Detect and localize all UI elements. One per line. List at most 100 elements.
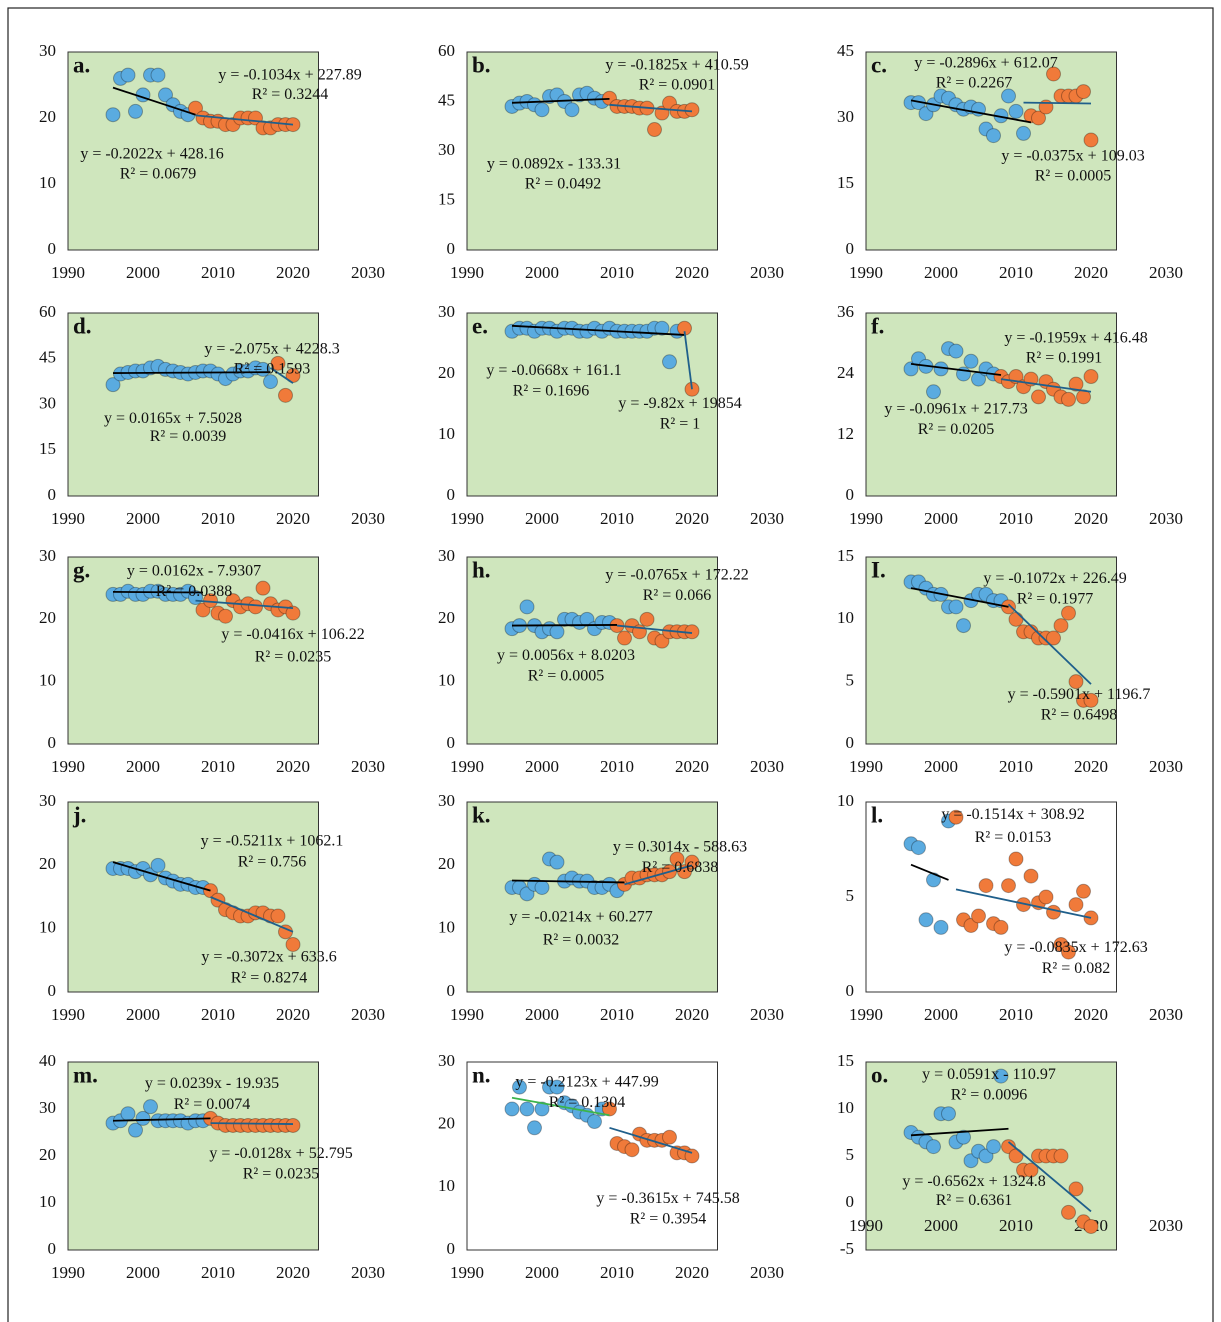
y-tick-label: 30 <box>438 140 455 159</box>
data-point <box>549 1079 565 1095</box>
trend-line <box>210 896 294 933</box>
y-tick-label: 30 <box>837 107 854 126</box>
y-tick-label: 10 <box>438 671 455 690</box>
data-point <box>143 1099 158 1115</box>
equation: y = -0.0835x + 172.63 <box>1004 939 1147 956</box>
data-point <box>1008 103 1024 119</box>
data-point <box>105 377 121 393</box>
data-point <box>1046 66 1061 82</box>
panel-label: h. <box>472 557 491 582</box>
equation: y = 0.0239x - 19.935 <box>145 1075 279 1092</box>
data-point <box>527 1120 542 1136</box>
data-point <box>948 599 964 615</box>
data-point <box>926 1139 941 1155</box>
x-tick-label: 2020 <box>276 1005 310 1024</box>
data-point <box>285 605 301 621</box>
x-tick-label: 1990 <box>849 1216 883 1235</box>
data-point <box>278 387 293 403</box>
x-tick-label: 2010 <box>600 1005 634 1024</box>
equation: R² = 0.0032 <box>543 931 620 948</box>
data-point <box>549 854 565 870</box>
data-point <box>218 608 233 624</box>
data-point <box>120 1106 136 1122</box>
y-tick-label: 10 <box>39 1192 56 1211</box>
data-point <box>684 102 700 118</box>
data-point <box>1001 1139 1016 1155</box>
y-tick-label: 30 <box>438 1051 455 1070</box>
data-point <box>158 87 173 103</box>
equation: R² = 0.2267 <box>936 74 1013 91</box>
y-tick-label: 0 <box>846 1192 855 1211</box>
y-tick-label: 10 <box>39 918 56 937</box>
trend-line <box>511 97 610 104</box>
data-point <box>285 1117 301 1133</box>
equation: R² = 0.3244 <box>252 86 329 103</box>
x-tick-label: 2030 <box>1149 1005 1183 1024</box>
data-point <box>263 374 278 390</box>
trend-line <box>1007 603 1092 685</box>
y-tick-label: 20 <box>39 1145 56 1164</box>
y-tick-label: 10 <box>438 1176 455 1195</box>
x-tick-label: 2010 <box>201 1005 235 1024</box>
equation: y = -0.0375x + 109.03 <box>1001 148 1144 165</box>
trend-line <box>910 587 1009 608</box>
y-tick-label: 0 <box>48 981 57 1000</box>
data-point <box>963 918 979 933</box>
y-tick-label: 30 <box>39 393 56 412</box>
equation: y = -0.0416x + 106.22 <box>221 626 364 643</box>
data-point <box>135 1110 151 1126</box>
y-tick-label: 10 <box>438 424 455 443</box>
data-point <box>1016 125 1031 141</box>
x-tick-label: 2020 <box>276 757 310 776</box>
data-point <box>1053 618 1069 634</box>
equation: R² = 0.1304 <box>549 1094 626 1111</box>
equation: y = -0.5211x + 1062.1 <box>201 833 344 850</box>
x-tick-label: 1990 <box>849 1005 883 1024</box>
x-tick-label: 2020 <box>1074 757 1108 776</box>
equation: y = -0.1514x + 308.92 <box>941 806 1084 823</box>
y-tick-label: 0 <box>846 485 855 504</box>
data-point <box>1076 84 1091 100</box>
y-tick-label: 30 <box>438 302 455 321</box>
x-tick-label: 2020 <box>276 509 310 528</box>
panel-label: c. <box>871 52 887 77</box>
data-point <box>128 1122 143 1138</box>
trend-line <box>511 624 618 627</box>
data-point <box>1061 1204 1076 1220</box>
equation: y = -0.1072x + 226.49 <box>983 570 1126 587</box>
trend-line <box>910 863 949 881</box>
x-tick-label: 1990 <box>849 263 883 282</box>
equation: y = -0.0214x + 60.277 <box>509 909 652 926</box>
trend-line <box>910 362 1002 376</box>
data-point <box>1061 944 1076 960</box>
y-tick-label: 20 <box>39 854 56 873</box>
x-tick-label: 2020 <box>1074 509 1108 528</box>
data-point <box>1023 1162 1039 1178</box>
x-tick-label: 2020 <box>1074 263 1108 282</box>
data-point <box>1076 883 1091 899</box>
x-tick-label: 2030 <box>351 263 385 282</box>
equation: R² = 0.1991 <box>1026 349 1103 366</box>
y-tick-label: 45 <box>39 348 56 367</box>
x-tick-label: 2020 <box>675 509 709 528</box>
trend-line <box>609 1126 693 1154</box>
y-tick-label: 24 <box>837 363 855 382</box>
y-tick-label: 10 <box>837 791 854 810</box>
y-tick-label: 0 <box>846 733 855 752</box>
y-tick-label: 0 <box>48 485 57 504</box>
data-point <box>1001 878 1016 894</box>
x-tick-label: 2030 <box>351 757 385 776</box>
x-tick-label: 1990 <box>51 1263 85 1282</box>
data-point <box>285 937 301 952</box>
y-tick-label: 60 <box>438 41 455 60</box>
equation: R² = 0.0096 <box>951 1087 1028 1104</box>
y-tick-label: 30 <box>438 791 455 810</box>
y-tick-label: 15 <box>438 189 455 208</box>
data-point <box>195 602 211 618</box>
data-point <box>639 611 655 627</box>
y-tick-label: 15 <box>837 1051 854 1070</box>
figure-border <box>7 7 1214 1322</box>
trend-line <box>112 1117 211 1122</box>
data-point <box>956 1129 971 1145</box>
data-point <box>978 878 994 894</box>
